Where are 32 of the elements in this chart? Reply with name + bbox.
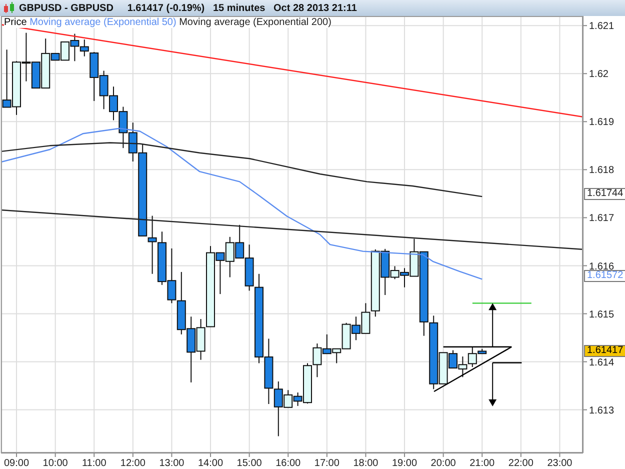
x-tick-label: 21:00 xyxy=(470,458,496,469)
x-tick-label: 23:00 xyxy=(547,458,573,469)
x-tick-label: 17:00 xyxy=(314,458,340,469)
x-tick-label: 16:00 xyxy=(276,458,302,469)
text: 1.61744 xyxy=(584,188,625,200)
y-tick-label: 1.617 xyxy=(589,213,614,224)
x-tick-label: 18:00 xyxy=(353,458,379,469)
text: Moving average (Exponential 200) xyxy=(178,17,332,28)
y-tick-label: 1.621 xyxy=(589,21,614,32)
chart-subtitle: 1.61417 (-0.19%) 15 minutes Oct 28 2013 21:11 xyxy=(126,2,357,14)
text: Moving average (Exponential 50) xyxy=(28,17,176,28)
x-tick-label: 13:00 xyxy=(159,458,185,469)
y-tick-label: 1.62 xyxy=(589,69,609,80)
y-tick-label: 1.616 xyxy=(589,261,614,272)
x-tick-label: 09:00 xyxy=(4,458,30,469)
x-tick-label: 22:00 xyxy=(508,458,534,469)
text: 1.61417 xyxy=(584,344,625,357)
x-tick-label: 12:00 xyxy=(120,458,146,469)
y-tick-label: 1.614 xyxy=(589,357,614,368)
x-tick-label: 15:00 xyxy=(236,458,262,469)
x-tick-label: 10:00 xyxy=(42,458,68,469)
y-tick-label: 1.618 xyxy=(589,165,614,176)
x-tick-label: 20:00 xyxy=(430,458,456,469)
chart-title: GBPUSD - GBPUSD xyxy=(19,2,114,14)
text: 1.61572 xyxy=(584,270,625,282)
y-tick-label: 1.613 xyxy=(589,405,614,416)
y-tick-label: 1.619 xyxy=(589,117,614,128)
x-tick-label: 19:00 xyxy=(392,458,418,469)
y-tick-label: 1.615 xyxy=(589,309,614,320)
text: Price xyxy=(4,17,27,28)
x-tick-label: 11:00 xyxy=(82,458,107,469)
x-tick-label: 14:00 xyxy=(198,458,224,469)
